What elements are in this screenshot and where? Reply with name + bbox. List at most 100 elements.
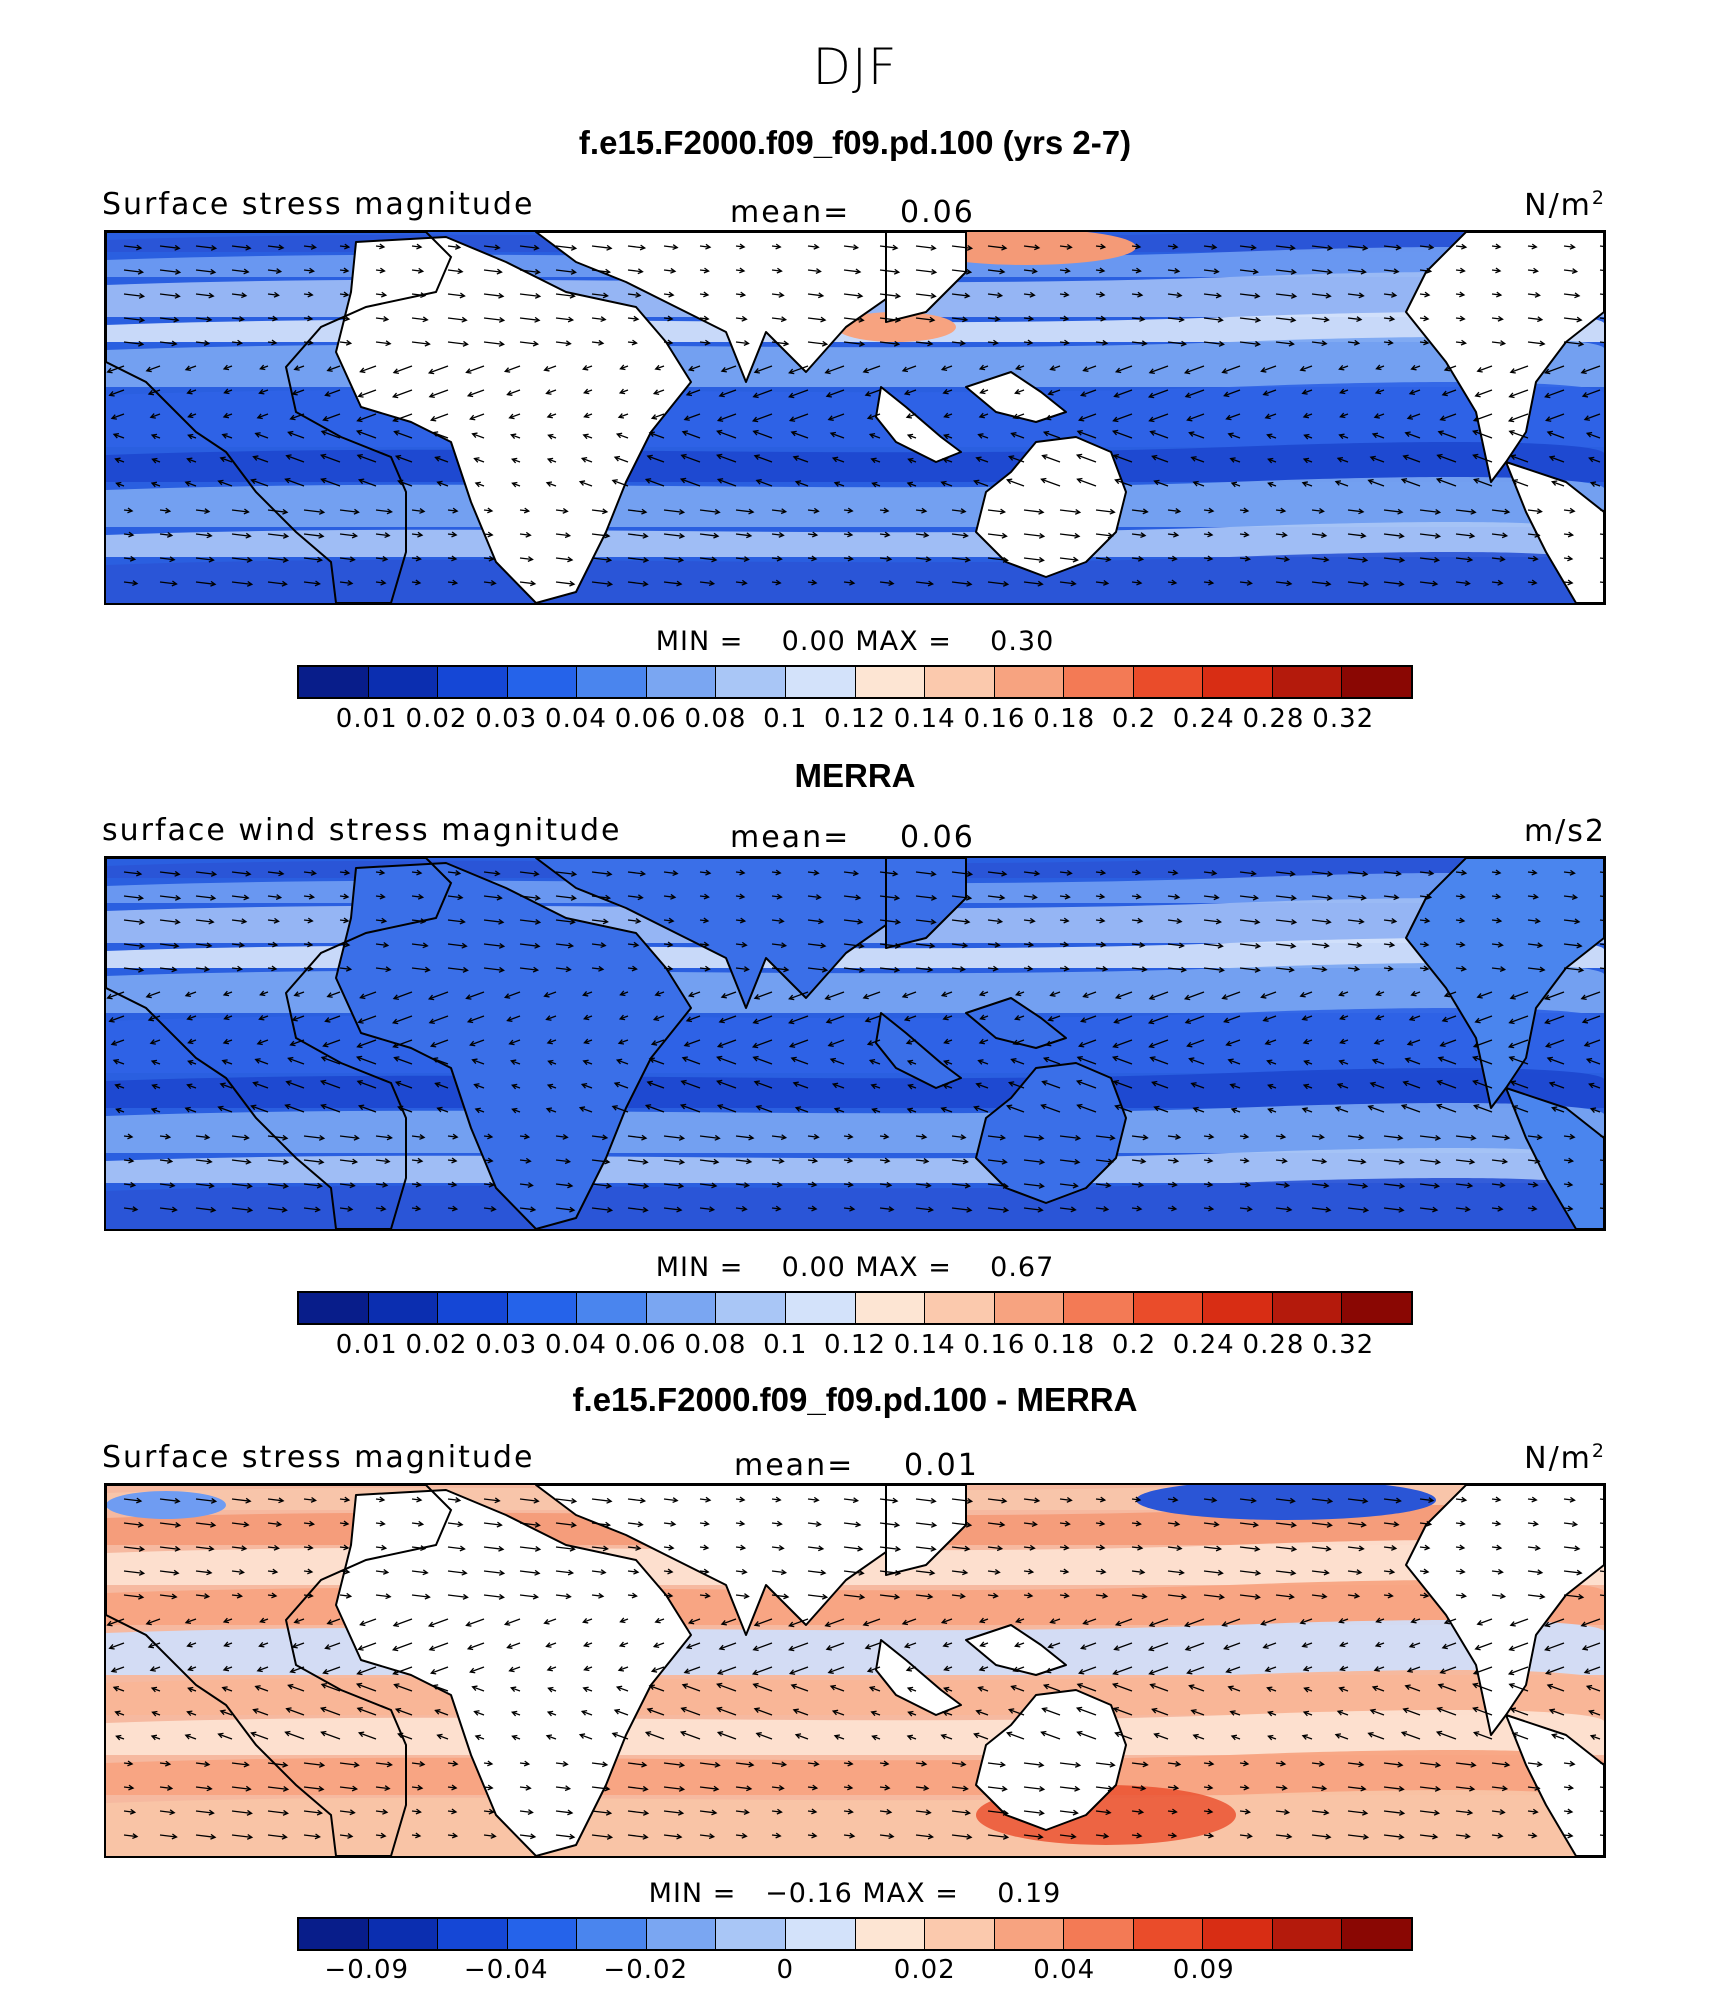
colorbar-swatch bbox=[299, 667, 369, 697]
colorbar-tick-label: 0.32 bbox=[1312, 704, 1375, 734]
panel-2-title: MERRA bbox=[794, 757, 916, 794]
colorbar-tick-label: 0.16 bbox=[963, 704, 1026, 734]
colorbar-swatch bbox=[1272, 1919, 1343, 1949]
colorbar-swatch bbox=[994, 667, 1065, 697]
panel-3-map bbox=[104, 1483, 1606, 1858]
panel-2-mean-label: mean= bbox=[730, 820, 851, 855]
colorbar-swatch bbox=[994, 1293, 1065, 1323]
colorbar-tick-label: 0.2 bbox=[1111, 1330, 1157, 1360]
colorbar-swatch bbox=[438, 1293, 508, 1323]
colorbar-tick-label: 0.08 bbox=[684, 1330, 747, 1360]
colorbar-tick-label: 0.1 bbox=[763, 1330, 808, 1360]
panel-1-units: N/m2 bbox=[1524, 187, 1606, 223]
panel-2-colorbar bbox=[297, 1291, 1413, 1325]
colorbar-swatch bbox=[925, 667, 995, 697]
colorbar-tick-label: 0.28 bbox=[1242, 1330, 1305, 1360]
colorbar-swatch bbox=[785, 667, 856, 697]
colorbar-tick-label: 0.09 bbox=[1172, 1955, 1235, 1985]
colorbar-tick-label: 0.16 bbox=[963, 1330, 1026, 1360]
panel-2-map bbox=[104, 856, 1606, 1231]
colorbar-swatch bbox=[1272, 667, 1343, 697]
panel-1-variable-label: Surface stress magnitude bbox=[102, 187, 535, 222]
colorbar-swatch bbox=[716, 667, 786, 697]
colorbar-swatch bbox=[299, 1293, 369, 1323]
colorbar-swatch bbox=[1272, 1293, 1343, 1323]
colorbar-tick-label: 0.28 bbox=[1242, 704, 1305, 734]
panel-2-variable-label: surface wind stress magnitude bbox=[102, 813, 622, 848]
colorbar-swatch bbox=[507, 667, 578, 697]
colorbar-tick-label: 0.18 bbox=[1033, 1330, 1096, 1360]
panel-1-mean-label: mean= bbox=[730, 195, 851, 230]
colorbar-tick-label: 0.06 bbox=[614, 704, 677, 734]
colorbar-swatch bbox=[438, 1919, 508, 1949]
colorbar-swatch bbox=[368, 1919, 439, 1949]
colorbar-swatch bbox=[785, 1919, 856, 1949]
colorbar-tick-label: 0.14 bbox=[893, 1330, 956, 1360]
colorbar-swatch bbox=[577, 667, 647, 697]
colorbar-tick-label: 0.04 bbox=[545, 704, 607, 734]
colorbar-tick-label: 0 bbox=[776, 1955, 795, 1985]
colorbar-tick-label: −0.04 bbox=[463, 1955, 549, 1985]
panel-3-colorbar-ticks: −0.09 −0.04 −0.02 0 0.02 0.04 0.09 bbox=[297, 1955, 1413, 1987]
colorbar-swatch bbox=[1342, 1919, 1411, 1949]
colorbar-tick-label: 0.1 bbox=[763, 704, 808, 734]
colorbar-swatch bbox=[716, 1919, 786, 1949]
colorbar-tick-label: 0.03 bbox=[475, 704, 538, 734]
colorbar-swatch bbox=[1203, 1919, 1273, 1949]
colorbar-tick-label: 0.12 bbox=[824, 704, 886, 734]
colorbar-tick-label: 0.04 bbox=[1033, 1955, 1096, 1985]
panel-1-colorbar-ticks: 0.01 0.02 0.03 0.04 0.06 0.08 0.1 0.12 0.14 0.16 0… bbox=[297, 704, 1413, 736]
colorbar-swatch bbox=[1064, 1293, 1134, 1323]
colorbar-swatch bbox=[925, 1293, 995, 1323]
colorbar-tick-label: 0.12 bbox=[824, 1330, 886, 1360]
colorbar-swatch bbox=[855, 1293, 926, 1323]
colorbar-tick-label: 0.02 bbox=[405, 704, 468, 734]
colorbar-tick-label: 0.14 bbox=[893, 704, 956, 734]
colorbar-tick-label: 0.02 bbox=[405, 1330, 468, 1360]
panel-3-mean-label: mean= bbox=[734, 1448, 855, 1483]
colorbar-swatch bbox=[368, 1293, 439, 1323]
colorbar-tick-label: 0.18 bbox=[1033, 704, 1096, 734]
colorbar-swatch bbox=[1064, 667, 1134, 697]
colorbar-tick-label: 0.03 bbox=[475, 1330, 538, 1360]
colorbar-swatch bbox=[1203, 1293, 1273, 1323]
colorbar-swatch bbox=[646, 1919, 717, 1949]
colorbar-swatch bbox=[925, 1919, 995, 1949]
colorbar-tick-label: 0.01 bbox=[335, 1330, 398, 1360]
colorbar-swatch bbox=[716, 1293, 786, 1323]
panel-2-min-max: MIN = 0.00 MAX = 0.67 bbox=[655, 1252, 1055, 1283]
colorbar-tick-label: 0.2 bbox=[1111, 704, 1157, 734]
panel-3-min-max: MIN = −0.16 MAX = 0.19 bbox=[648, 1878, 1062, 1909]
colorbar-swatch bbox=[1133, 1919, 1204, 1949]
colorbar-swatch bbox=[1342, 1293, 1411, 1323]
colorbar-tick-label: 0.02 bbox=[893, 1955, 956, 1985]
panel-3-colorbar bbox=[297, 1917, 1413, 1951]
colorbar-tick-label: 0.06 bbox=[614, 1330, 677, 1360]
panel-3-title: f.e15.F2000.f09_f09.pd.100 - MERRA bbox=[572, 1381, 1138, 1418]
panel-1-mean-value: 0.06 bbox=[900, 195, 975, 230]
colorbar-swatch bbox=[855, 667, 926, 697]
colorbar-swatch bbox=[507, 1293, 578, 1323]
colorbar-swatch bbox=[646, 667, 717, 697]
colorbar-tick-label: 0.04 bbox=[545, 1330, 607, 1360]
colorbar-tick-label: −0.02 bbox=[603, 1955, 689, 1985]
colorbar-swatch bbox=[646, 1293, 717, 1323]
panel-1-colorbar bbox=[297, 665, 1413, 699]
panel-2-mean-value: 0.06 bbox=[900, 820, 975, 855]
panel-1-min-max: MIN = 0.00 MAX = 0.30 bbox=[655, 626, 1055, 657]
colorbar-swatch bbox=[507, 1919, 578, 1949]
colorbar-tick-label: 0.32 bbox=[1312, 1330, 1375, 1360]
colorbar-swatch bbox=[438, 667, 508, 697]
colorbar-swatch bbox=[1133, 1293, 1204, 1323]
colorbar-tick-label: 0.24 bbox=[1172, 1330, 1235, 1360]
panel-3-units: N/m2 bbox=[1524, 1440, 1606, 1476]
colorbar-tick-label: 0.24 bbox=[1172, 704, 1235, 734]
panel-1-map bbox=[104, 230, 1606, 605]
colorbar-tick-label: 0.08 bbox=[684, 704, 747, 734]
panel-2-colorbar-ticks: 0.01 0.02 0.03 0.04 0.06 0.08 0.1 0.12 0.14 0.16 0… bbox=[297, 1330, 1413, 1362]
colorbar-swatch bbox=[1064, 1919, 1134, 1949]
season-title: DJF bbox=[812, 38, 898, 96]
panel-1-title: f.e15.F2000.f09_f09.pd.100 (yrs 2-7) bbox=[578, 124, 1132, 161]
panel-3-variable-label: Surface stress magnitude bbox=[102, 1440, 535, 1475]
colorbar-tick-label: −0.09 bbox=[324, 1955, 410, 1985]
